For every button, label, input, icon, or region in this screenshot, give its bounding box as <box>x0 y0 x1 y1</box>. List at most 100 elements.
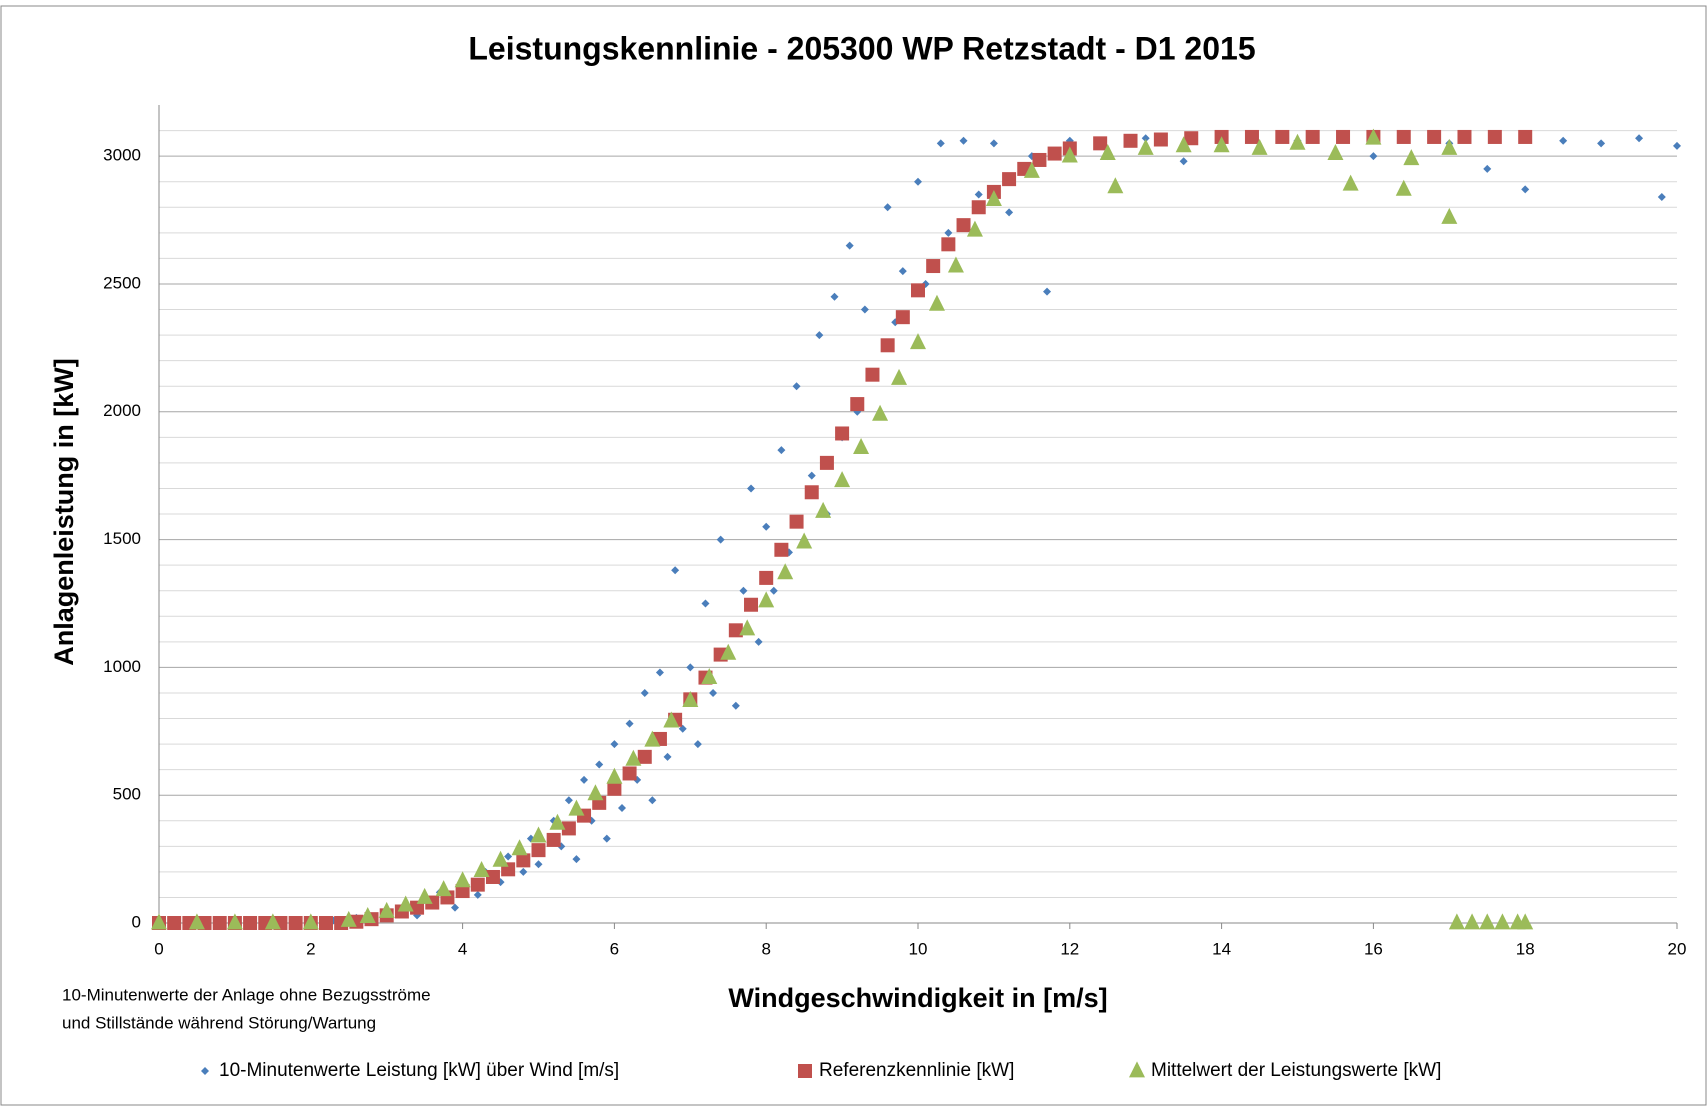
marker-diamond <box>602 834 611 843</box>
marker-diamond <box>1141 134 1150 143</box>
marker-triangle <box>1327 143 1344 160</box>
marker-square <box>850 397 865 412</box>
marker-triangle <box>853 437 870 454</box>
marker-square <box>1184 131 1199 146</box>
marker-diamond <box>504 852 513 861</box>
marker-square <box>1396 129 1411 144</box>
marker-triangle <box>1517 913 1534 930</box>
marker-square <box>1487 129 1502 144</box>
marker-triangle <box>1441 207 1458 224</box>
marker-triangle <box>910 333 926 350</box>
marker-square <box>911 283 925 298</box>
y-tick-label: 1000 <box>103 657 141 676</box>
marker-square <box>1275 129 1290 144</box>
marker-square <box>1518 129 1533 144</box>
marker-triangle <box>302 913 319 930</box>
legend-marker <box>1129 1061 1145 1078</box>
marker-triangle <box>473 860 490 877</box>
marker-square <box>516 853 531 868</box>
marker-square <box>212 916 227 930</box>
marker-diamond <box>860 305 869 314</box>
marker-diamond <box>473 890 482 899</box>
marker-diamond <box>655 668 664 677</box>
marker-triangle <box>1342 174 1359 191</box>
marker-diamond <box>1005 208 1014 217</box>
marker-diamond <box>1635 134 1644 143</box>
marker-square <box>971 200 986 215</box>
x-tick-label: 14 <box>1212 939 1231 958</box>
marker-square <box>804 485 819 500</box>
marker-square <box>637 749 652 764</box>
marker-square <box>774 542 789 557</box>
marker-diamond <box>519 867 528 876</box>
marker-diamond <box>815 331 824 340</box>
y-tick-label: 2000 <box>103 401 141 420</box>
marker-triangle <box>1251 138 1268 155</box>
marker-triangle <box>151 913 167 930</box>
marker-square <box>1153 132 1168 147</box>
marker-triangle <box>511 839 528 856</box>
marker-square <box>728 623 743 638</box>
marker-triangle <box>568 799 585 816</box>
marker-triangle <box>891 368 908 385</box>
marker-diamond <box>1369 152 1378 161</box>
marker-square <box>744 597 759 612</box>
marker-triangle <box>1403 149 1420 166</box>
marker-square <box>1336 129 1351 144</box>
marker-diamond <box>959 136 968 145</box>
marker-triangle <box>340 910 357 927</box>
marker-triangle <box>264 913 281 930</box>
marker-diamond <box>792 382 801 391</box>
marker-diamond <box>534 860 543 869</box>
marker-square <box>318 916 333 930</box>
marker-square <box>865 367 880 382</box>
marker-triangle <box>739 619 756 636</box>
marker-diamond <box>671 566 680 575</box>
marker-triangle <box>606 767 623 784</box>
marker-triangle <box>1137 138 1154 155</box>
marker-diamond <box>769 586 778 595</box>
y-tick-label: 500 <box>113 785 141 804</box>
marker-triangle <box>872 404 889 421</box>
marker-triangle <box>1479 913 1496 930</box>
marker-square <box>819 455 834 470</box>
marker-triangle <box>1099 143 1116 160</box>
marker-triangle <box>758 591 775 608</box>
marker-diamond <box>1483 164 1492 173</box>
marker-triangle <box>435 880 452 897</box>
chart-frame <box>0 5 1707 1106</box>
marker-triangle <box>530 826 547 843</box>
marker-square <box>895 310 910 325</box>
y-tick-label: 0 <box>132 912 141 931</box>
marker-triangle <box>928 294 945 311</box>
marker-square <box>470 877 485 892</box>
marker-diamond <box>716 535 725 544</box>
marker-diamond <box>1559 136 1568 145</box>
marker-square <box>880 338 895 353</box>
marker-square <box>455 884 470 899</box>
marker-triangle <box>682 691 699 708</box>
y-axis-title: Anlagenleistung in [kW] <box>49 358 79 666</box>
marker-triangle <box>834 471 851 488</box>
marker-square <box>607 781 622 796</box>
marker-triangle <box>492 850 509 867</box>
marker-square <box>485 869 500 884</box>
y-tick-label: 2500 <box>103 273 141 292</box>
x-tick-label: 20 <box>1668 939 1687 958</box>
marker-diamond <box>580 775 589 784</box>
legend-label: Referenzkennlinie [kW] <box>819 1060 1014 1081</box>
marker-diamond <box>845 241 854 250</box>
marker-triangle <box>587 784 604 801</box>
marker-diamond <box>572 855 581 864</box>
marker-square <box>1032 152 1047 167</box>
marker-square <box>410 900 425 915</box>
marker-triangle <box>1061 146 1078 163</box>
marker-triangle <box>416 887 433 904</box>
legend-label: Mittelwert der Leistungswerte [kW] <box>1151 1060 1441 1081</box>
marker-triangle <box>947 256 964 273</box>
marker-diamond <box>936 139 945 148</box>
x-tick-label: 6 <box>610 939 619 958</box>
marker-square <box>1427 129 1442 144</box>
marker-square <box>622 766 637 781</box>
marker-triangle <box>625 749 642 766</box>
